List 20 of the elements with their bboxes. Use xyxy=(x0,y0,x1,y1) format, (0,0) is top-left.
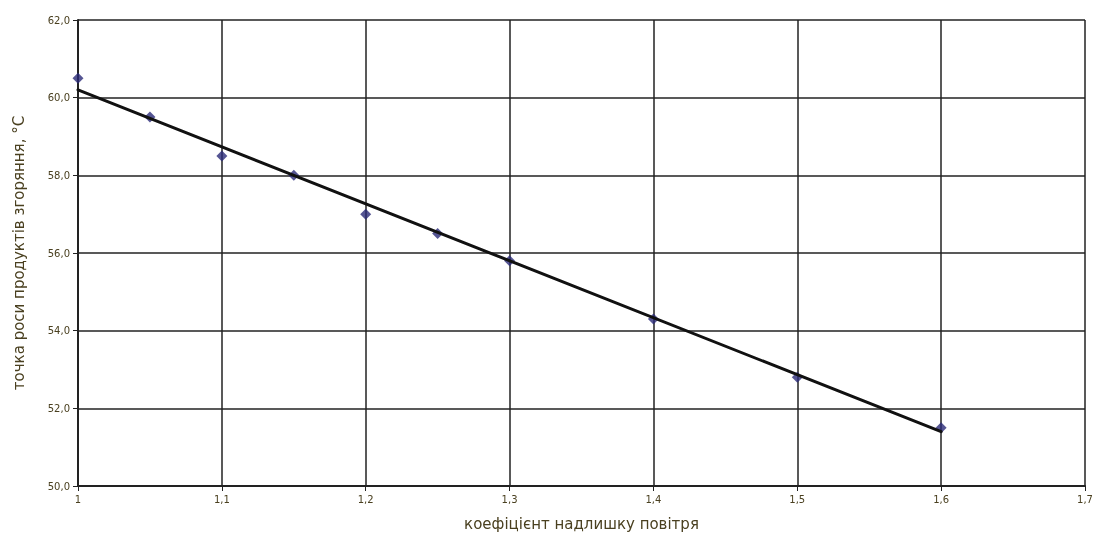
point xyxy=(360,208,372,220)
y-tick-label: 54,0 xyxy=(47,325,70,337)
y-tick-label: 56,0 xyxy=(47,247,70,259)
point xyxy=(216,150,228,162)
y-axis-title: точка роси продуктів згоряння, °С xyxy=(9,115,28,391)
y-tick-label: 60,0 xyxy=(47,92,70,104)
x-tick-label: 1,6 xyxy=(933,493,950,505)
x-tick-label: 1,3 xyxy=(501,493,518,505)
point xyxy=(72,72,84,84)
y-tick-label: 58,0 xyxy=(47,169,70,181)
x-tick-label: 1,1 xyxy=(213,493,230,505)
x-axis-title: коефіцієнт надлишку повітря xyxy=(464,514,699,533)
y-tick-label: 52,0 xyxy=(47,402,70,414)
y-tick-label: 62,0 xyxy=(47,14,70,26)
x-tick-label: 1,4 xyxy=(645,493,662,505)
x-tick-label: 1,5 xyxy=(789,493,806,505)
y-tick-label: 50,0 xyxy=(47,480,70,492)
x-tick-label: 1 xyxy=(74,493,82,505)
x-tick-label: 1,7 xyxy=(1077,493,1093,505)
x-tick-label: 1,2 xyxy=(357,493,374,505)
